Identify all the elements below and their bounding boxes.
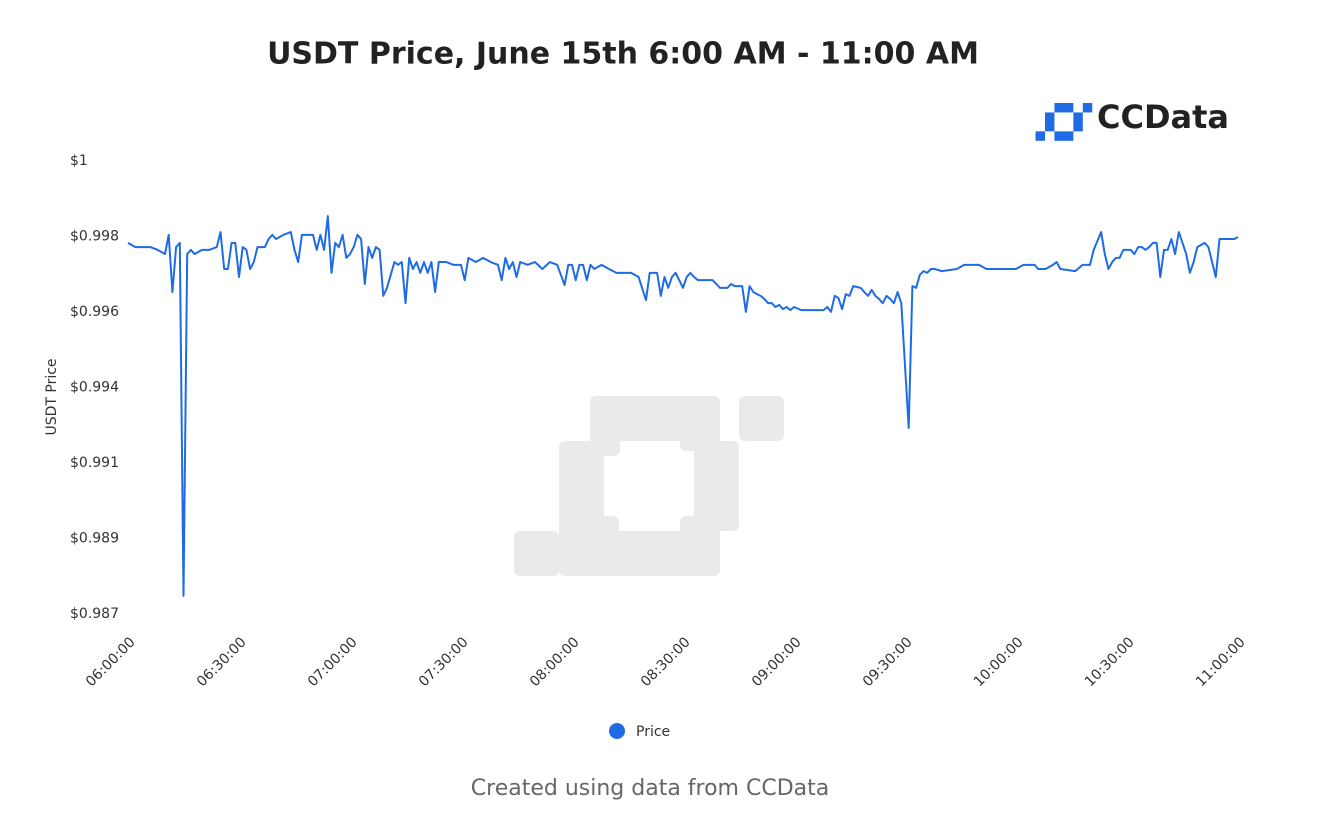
- x-tick-label: 09:30:00: [860, 634, 916, 690]
- watermark: [514, 396, 784, 576]
- y-tick-label: $0.998: [70, 229, 119, 245]
- x-tick-label: 07:30:00: [416, 634, 472, 690]
- x-tick-label: 10:30:00: [1082, 634, 1138, 690]
- y-axis-title: USDT Price: [44, 358, 60, 435]
- y-tick-label: $0.987: [70, 606, 119, 622]
- y-tick-label: $0.989: [70, 530, 119, 546]
- price-line: [127, 215, 1239, 597]
- x-tick-label: 11:00:00: [1193, 634, 1249, 690]
- x-tick-label: 07:00:00: [305, 634, 361, 690]
- x-tick-label: 06:00:00: [83, 634, 139, 690]
- legend-label: Price: [636, 724, 670, 740]
- chart-title: USDT Price, June 15th 6:00 AM - 11:00 AM: [267, 37, 979, 72]
- logo-text: CCData: [1097, 98, 1229, 136]
- y-tick-label: $0.994: [70, 380, 119, 396]
- footer: Created using data from CCData: [471, 776, 829, 801]
- x-tick-label: 09:00:00: [749, 634, 805, 690]
- logo-icon: [1035, 103, 1093, 141]
- y-tick-label: $0.996: [70, 304, 119, 320]
- y-tick-label: $0.991: [70, 455, 119, 471]
- x-tick-label: 08:00:00: [527, 634, 583, 690]
- legend-marker: [609, 723, 625, 739]
- x-tick-label: 08:30:00: [638, 634, 694, 690]
- y-tick-label: $1: [70, 153, 88, 169]
- x-tick-label: 06:30:00: [194, 634, 250, 690]
- x-tick-label: 10:00:00: [971, 634, 1027, 690]
